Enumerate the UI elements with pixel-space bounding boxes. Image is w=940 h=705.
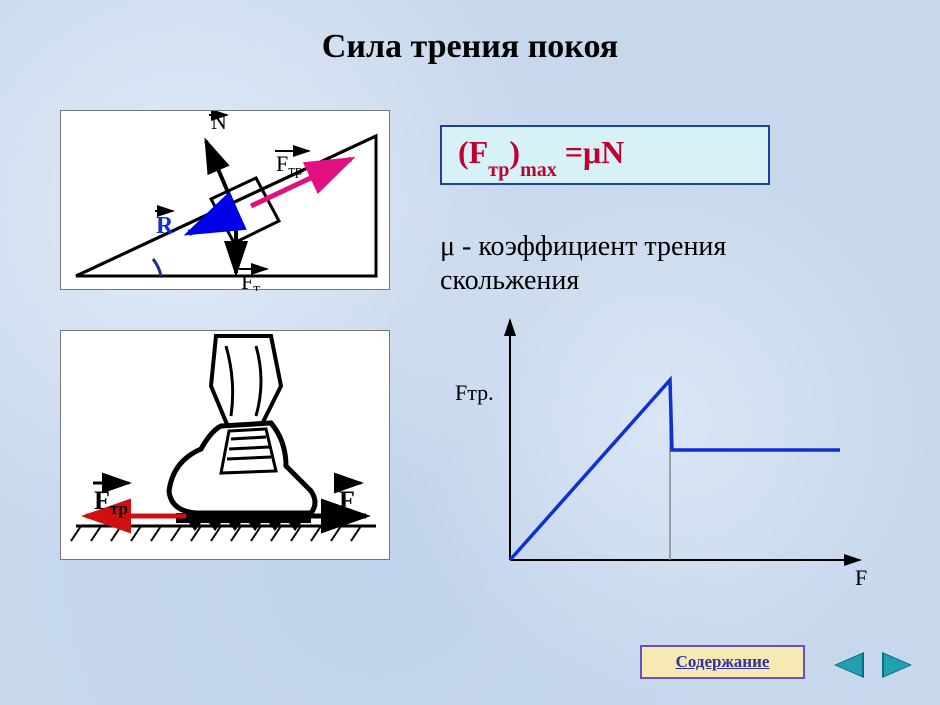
label-R: R xyxy=(156,213,174,239)
mu-caption: μ - коэффициент трения скольжения xyxy=(440,230,860,297)
label-Ft: Fт xyxy=(241,269,260,291)
y-axis-label: Fтр. xyxy=(455,380,494,405)
page-title: Сила трения покоя xyxy=(0,28,940,66)
toc-button[interactable]: Содержание xyxy=(640,645,805,679)
block xyxy=(211,178,279,243)
friction-chart: Fтр. F xyxy=(440,300,880,600)
label-boot-F: F xyxy=(339,486,355,515)
incline-diagram: N Fтр Fт R xyxy=(60,110,390,290)
boot-diagram: Fтр F xyxy=(60,330,390,560)
nav-next-button[interactable] xyxy=(880,650,916,680)
angle-arc xyxy=(153,259,161,276)
boot xyxy=(169,423,315,531)
formula-text: (Fтр)max =μN xyxy=(458,134,624,176)
label-Ftr: Fтр xyxy=(276,151,303,179)
chart-curve xyxy=(510,380,840,560)
nav-prev-button[interactable] xyxy=(830,650,866,680)
caption-line1: μ - коэффициент трения xyxy=(440,230,860,264)
formula-box: (Fтр)max =μN xyxy=(440,125,770,185)
caption-line2: скольжения xyxy=(440,264,860,298)
x-axis-label: F xyxy=(855,565,867,590)
label-boot-Ftr: Fтр xyxy=(94,486,128,518)
leg xyxy=(211,336,281,429)
